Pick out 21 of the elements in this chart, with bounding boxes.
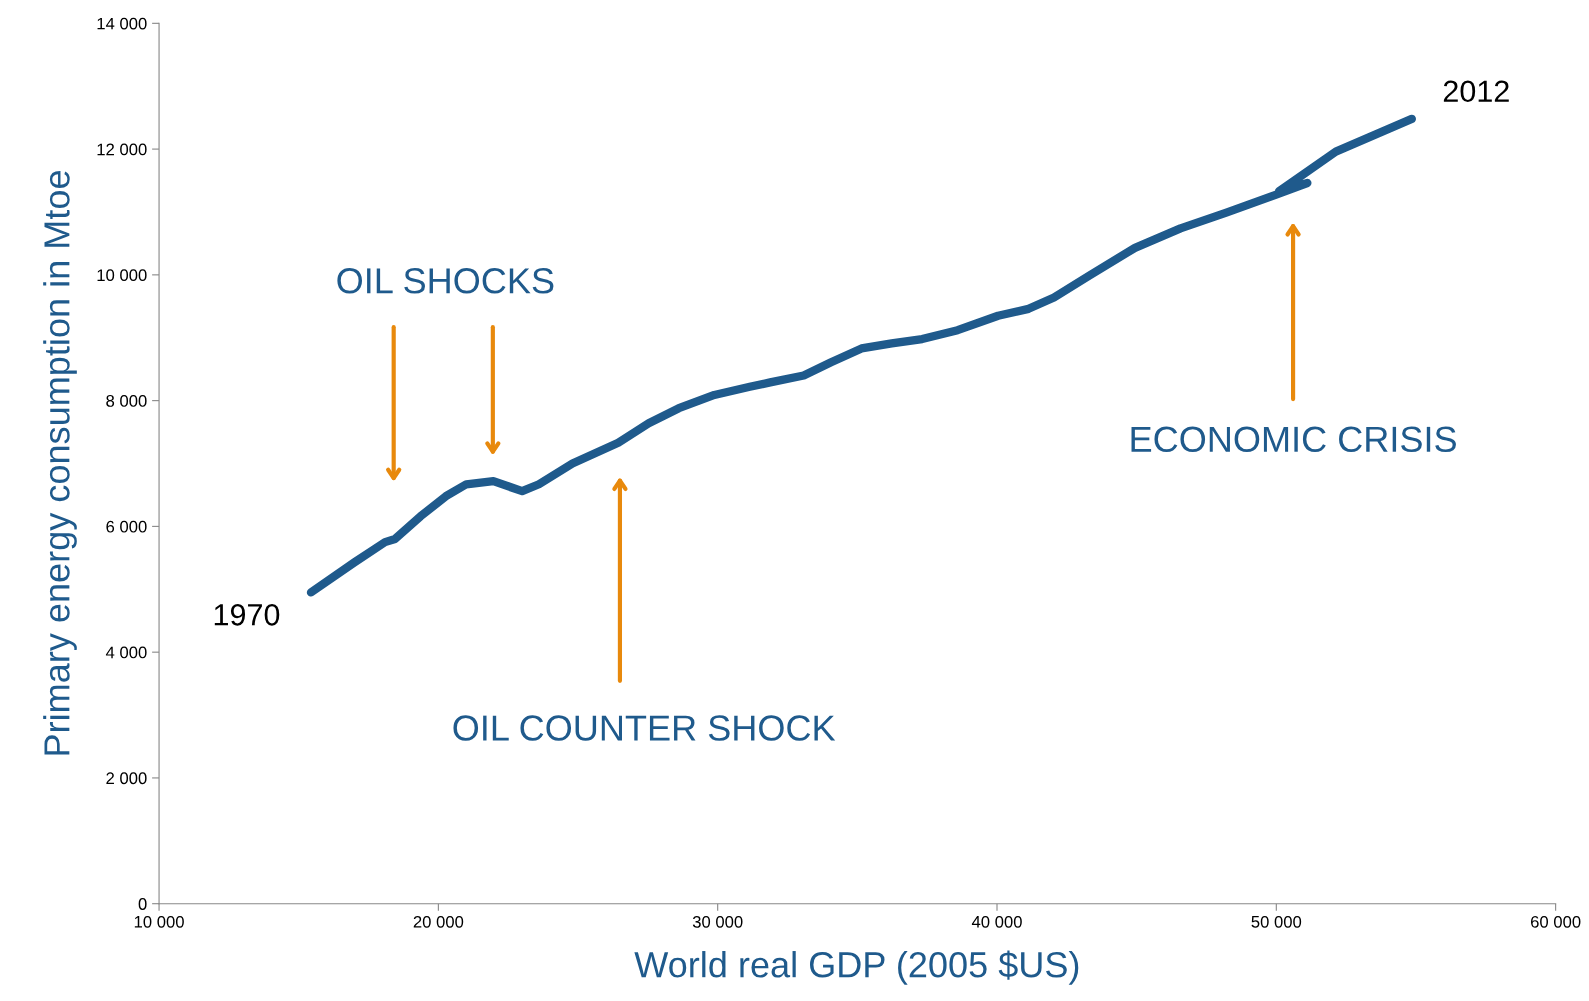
x-tick-label: 50 000 [1251,915,1302,928]
x-tick-label: 30 000 [692,915,743,928]
x-tick-label: 10 000 [134,915,184,928]
x-tick-label: 60 000 [1530,915,1581,928]
y-tick-label: 14 000 [97,17,147,30]
y-tick-label: 2 000 [106,772,147,785]
annotation: OIL COUNTER SHOCK [453,715,836,741]
y-tick-label: 4 000 [105,646,147,659]
x-axis-title: World real GDP (2005 $US) [634,950,1079,985]
annotation: 1970 [214,603,280,626]
annotation: ECONOMIC CRISIS [1131,426,1456,453]
x-tick-label: 40 000 [971,915,1022,928]
y-tick-label: 6 000 [106,520,147,533]
y-tick-label: 10 000 [97,269,147,282]
y-tick-label: 8 000 [106,395,147,407]
annotation: OIL SHOCKS [337,268,554,294]
x-tick-label: 20 000 [413,915,464,928]
annotation: 2012 [1443,80,1509,103]
y-axis-title: Primary energy consumption in Mtoe [43,171,77,755]
y-tick-label: 12 000 [97,143,147,156]
y-tick-label: 0 [138,898,147,910]
